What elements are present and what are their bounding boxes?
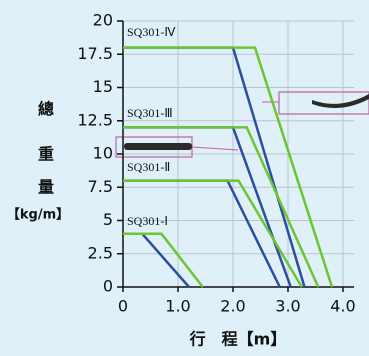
y-tick-label: 12.5 xyxy=(77,110,113,129)
x-tick-label: 0 xyxy=(118,297,128,316)
y-tick-label: 5 xyxy=(103,210,113,229)
y-axis-label: 重 xyxy=(38,145,54,164)
x-tick-label: 2.0 xyxy=(220,297,245,316)
annotation: SQ301-Ⅲ xyxy=(127,106,173,120)
y-tick-label: 2.5 xyxy=(88,243,113,262)
y-tick-label: 7.5 xyxy=(88,177,113,196)
y-axis-label: 總 xyxy=(38,100,54,119)
belt-icon xyxy=(115,91,369,158)
annotation: SQ301-Ⅳ xyxy=(127,25,175,39)
series-line xyxy=(123,232,204,288)
y-axis-label: 量 xyxy=(38,178,54,197)
y-tick-label: 15 xyxy=(93,77,113,96)
y-tick-label: 20 xyxy=(93,11,113,30)
x-axis-label: 行 程【m】 xyxy=(189,330,287,349)
series-line xyxy=(123,46,334,288)
annotation: SQ301-Ⅰ xyxy=(127,214,168,228)
x-tick-label: 3.0 xyxy=(275,297,300,316)
annotation: SQ301-Ⅱ xyxy=(127,160,170,174)
x-tick-label: 1.0 xyxy=(165,297,190,316)
y-tick-label: 10 xyxy=(93,144,113,163)
x-tick-label: 4.0 xyxy=(330,297,355,316)
y-tick-label: 17.5 xyxy=(77,44,113,63)
series-line xyxy=(123,126,320,288)
series-line xyxy=(123,179,303,288)
y-axis-label: 【kg/m】 xyxy=(7,207,69,223)
y-tick-label: 0 xyxy=(103,277,113,296)
